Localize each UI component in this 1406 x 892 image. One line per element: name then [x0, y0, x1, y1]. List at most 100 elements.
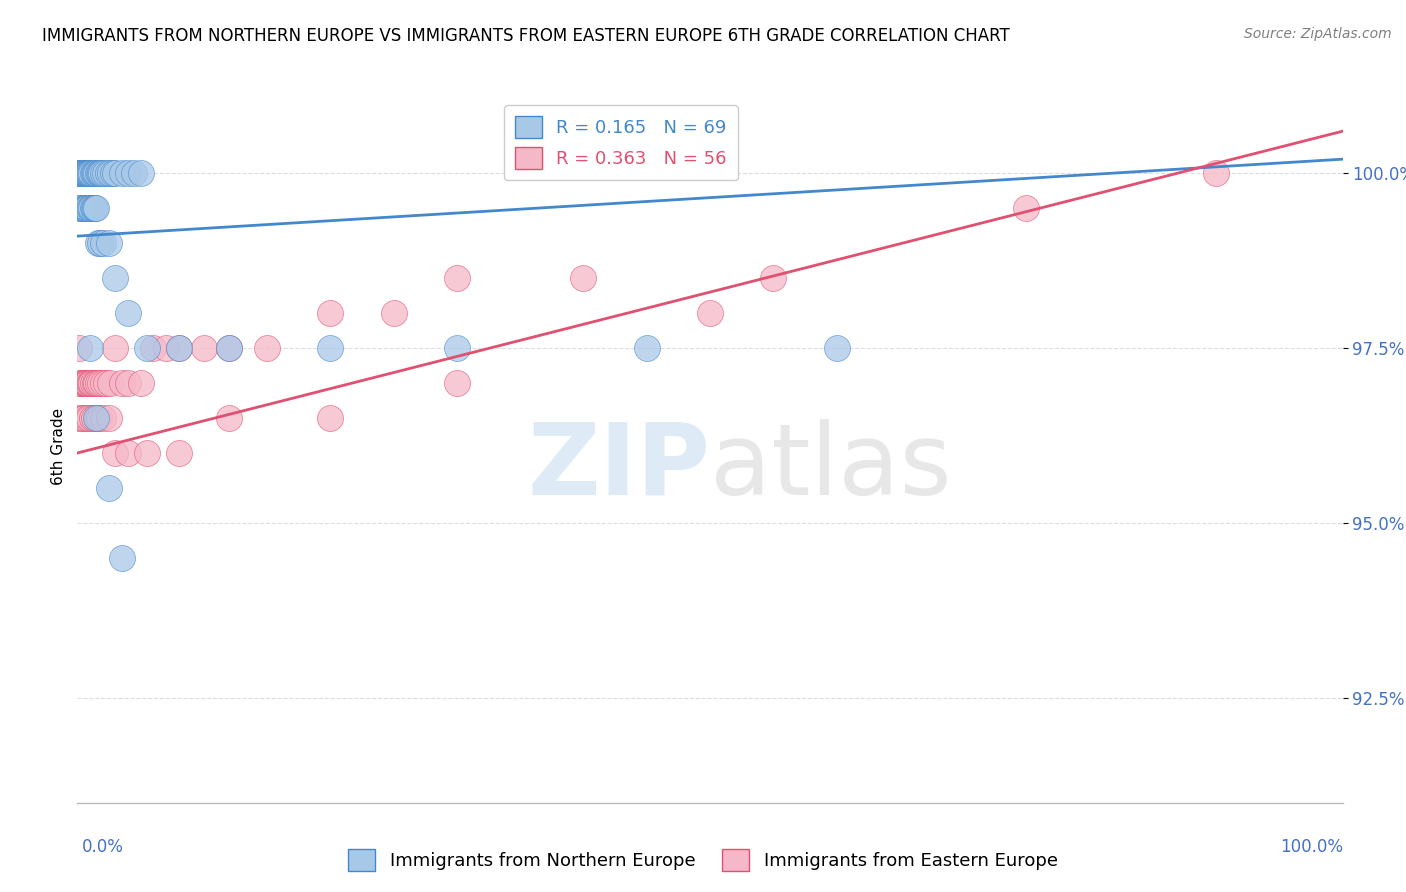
Point	[76, 166, 98, 180]
Point	[129, 166, 152, 180]
Point	[699, 306, 721, 320]
Point	[79, 166, 101, 180]
Point	[319, 306, 342, 320]
Point	[117, 306, 139, 320]
Point	[79, 201, 101, 215]
Legend: Immigrants from Northern Europe, Immigrants from Eastern Europe: Immigrants from Northern Europe, Immigra…	[340, 842, 1066, 879]
Point	[104, 446, 127, 460]
Point	[94, 166, 117, 180]
Point	[89, 376, 111, 390]
Point	[89, 236, 111, 251]
Point	[98, 236, 120, 251]
Point	[69, 201, 91, 215]
Point	[825, 341, 848, 355]
Point	[129, 376, 152, 390]
Point	[91, 376, 114, 390]
Point	[98, 166, 121, 180]
Point	[77, 166, 100, 180]
Point	[79, 341, 101, 355]
Point	[84, 166, 107, 180]
Point	[86, 411, 108, 425]
Point	[84, 376, 107, 390]
Point	[75, 376, 97, 390]
Point	[136, 446, 159, 460]
Point	[446, 271, 468, 285]
Point	[84, 201, 107, 215]
Point	[319, 341, 342, 355]
Point	[67, 341, 90, 355]
Point	[572, 271, 595, 285]
Point	[83, 411, 105, 425]
Point	[104, 166, 127, 180]
Legend: R = 0.165   N = 69, R = 0.363   N = 56: R = 0.165 N = 69, R = 0.363 N = 56	[503, 105, 738, 180]
Point	[1205, 166, 1227, 180]
Point	[86, 166, 108, 180]
Point	[96, 376, 118, 390]
Point	[218, 341, 240, 355]
Point	[218, 411, 240, 425]
Point	[75, 166, 97, 180]
Point	[319, 411, 342, 425]
Point	[167, 341, 190, 355]
Point	[70, 201, 93, 215]
Point	[80, 376, 103, 390]
Point	[117, 376, 139, 390]
Point	[117, 446, 139, 460]
Point	[86, 376, 108, 390]
Point	[82, 166, 104, 180]
Point	[1015, 201, 1038, 215]
Point	[73, 201, 96, 215]
Text: 0.0%: 0.0%	[82, 838, 124, 856]
Point	[67, 411, 90, 425]
Point	[72, 166, 94, 180]
Point	[82, 376, 104, 390]
Point	[75, 201, 97, 215]
Point	[67, 166, 90, 180]
Point	[76, 166, 98, 180]
Point	[73, 376, 96, 390]
Point	[142, 341, 165, 355]
Point	[167, 341, 190, 355]
Point	[218, 341, 240, 355]
Point	[73, 411, 96, 425]
Point	[73, 166, 96, 180]
Point	[762, 271, 785, 285]
Point	[72, 376, 94, 390]
Point	[90, 166, 112, 180]
Point	[636, 341, 658, 355]
Text: ZIP: ZIP	[527, 419, 710, 516]
Point	[136, 341, 159, 355]
Point	[111, 166, 132, 180]
Point	[91, 411, 114, 425]
Point	[67, 166, 90, 180]
Point	[124, 166, 146, 180]
Point	[83, 166, 105, 180]
Point	[75, 166, 97, 180]
Point	[77, 166, 100, 180]
Point	[98, 376, 121, 390]
Point	[79, 411, 101, 425]
Text: IMMIGRANTS FROM NORTHERN EUROPE VS IMMIGRANTS FROM EASTERN EUROPE 6TH GRADE CORR: IMMIGRANTS FROM NORTHERN EUROPE VS IMMIG…	[42, 27, 1010, 45]
Point	[101, 166, 124, 180]
Point	[86, 201, 108, 215]
Point	[70, 376, 93, 390]
Point	[382, 306, 405, 320]
Point	[72, 201, 94, 215]
Point	[91, 236, 114, 251]
Point	[111, 376, 132, 390]
Point	[87, 166, 110, 180]
Point	[117, 166, 139, 180]
Point	[446, 341, 468, 355]
Point	[86, 411, 108, 425]
Point	[82, 201, 104, 215]
Point	[83, 411, 105, 425]
Point	[155, 341, 177, 355]
Point	[80, 411, 103, 425]
Point	[72, 166, 94, 180]
Point	[91, 166, 114, 180]
Point	[76, 201, 98, 215]
Point	[98, 481, 120, 495]
Point	[73, 201, 96, 215]
Point	[80, 201, 103, 215]
Point	[73, 376, 96, 390]
